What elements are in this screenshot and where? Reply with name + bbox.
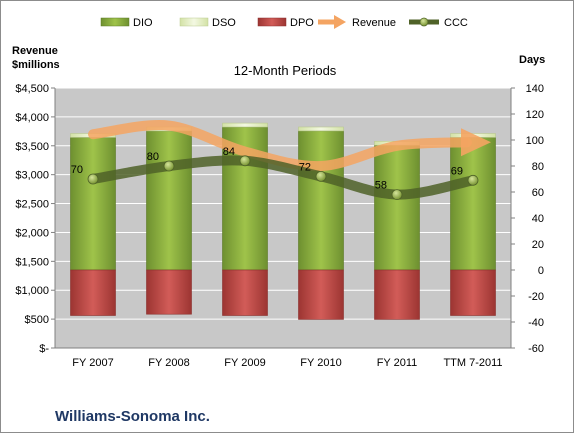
left-tick-label: $1,000 (15, 285, 49, 297)
lines: 70 80 84 72 58 69 (71, 120, 491, 201)
x-tick-label: FY 2008 (148, 357, 189, 369)
bar-dpo (146, 269, 192, 315)
legend-swatch-revenue (318, 15, 346, 29)
left-tick-label: $4,000 (15, 112, 49, 124)
right-tick-label: 20 (532, 239, 544, 251)
legend-label-revenue: Revenue (352, 17, 396, 29)
ccc-line (88, 155, 478, 200)
left-axis-title-line1: Revenue (12, 45, 58, 57)
x-tick-label: FY 2007 (72, 357, 113, 369)
ccc-point (391, 189, 403, 201)
right-tick-label: 40 (532, 213, 544, 225)
bar-dio (374, 144, 420, 271)
chart-title: 12-Month Periods (234, 63, 337, 78)
right-tick-label: -60 (528, 343, 544, 355)
right-tick-label: 120 (526, 109, 544, 121)
bar-dio (146, 130, 192, 271)
right-tick-label: 140 (526, 83, 544, 95)
legend-label-ccc: CCC (444, 17, 468, 29)
ccc-data-label: 80 (147, 151, 159, 163)
x-tick-label: FY 2010 (300, 357, 341, 369)
ccc-data-label: 69 (451, 165, 463, 177)
legend-label-dso: DSO (212, 17, 236, 29)
x-tick-label: TTM 7-2011 (443, 357, 502, 369)
ccc-data-label: 58 (375, 180, 387, 192)
ccc-point (467, 174, 479, 186)
legend-label-dio: DIO (133, 17, 153, 29)
legend-swatch-dso (179, 17, 209, 27)
revenue-arrowhead (461, 128, 491, 157)
bar-dso (298, 126, 344, 132)
left-tick-label: $- (39, 343, 49, 355)
bar-dpo (70, 269, 116, 316)
ccc-data-label: 72 (299, 161, 311, 173)
left-tick-label: $4,500 (15, 83, 49, 95)
left-tick-label: $2,500 (15, 199, 49, 211)
axes: $- $500 $1,000 $1,500 $2,000 $2,500 $3,000 $3,5… (15, 83, 544, 369)
left-tick-label: $3,000 (15, 170, 49, 182)
left-tick-label: $1,500 (15, 256, 49, 268)
bar-dso (222, 122, 268, 128)
right-tick-label: -20 (528, 291, 544, 303)
ccc-point (87, 173, 99, 185)
ccc-point (163, 160, 175, 172)
ccc-point (239, 155, 251, 167)
legend: DIO DSO DPO Revenue CCC (100, 15, 468, 29)
x-tick-label: FY 2011 (377, 357, 418, 369)
revenue-line (88, 120, 472, 172)
bar-dio (298, 130, 344, 271)
ccc-data-label: 84 (223, 146, 235, 158)
legend-swatch-dpo (257, 17, 287, 27)
legend-swatch-dio (100, 17, 130, 27)
left-tick-label: $500 (25, 314, 49, 326)
bar-dpo (374, 269, 420, 320)
right-tick-label: -40 (528, 317, 544, 329)
x-tick-label: FY 2009 (224, 357, 265, 369)
bar-dpo (450, 269, 496, 316)
ccc-data-label: 70 (71, 164, 83, 176)
right-tick-label: 80 (532, 161, 544, 173)
bar-dpo (298, 269, 344, 320)
left-tick-label: $3,500 (15, 141, 49, 153)
bars (70, 122, 496, 320)
right-tick-label: 0 (538, 265, 544, 277)
bar-dio (450, 137, 496, 271)
legend-swatch-ccc (409, 17, 439, 27)
right-axis-title: Days (519, 54, 545, 66)
right-tick-label: 60 (532, 187, 544, 199)
legend-label-dpo: DPO (290, 17, 314, 29)
company-name: Williams-Sonoma Inc. (55, 408, 210, 425)
bar-dio (70, 137, 116, 271)
left-tick-label: $2,000 (15, 227, 49, 239)
ccc-point (315, 170, 327, 182)
bar-dpo (222, 269, 268, 316)
right-tick-label: 100 (526, 135, 544, 147)
left-axis-title-line2: $millions (12, 59, 60, 71)
